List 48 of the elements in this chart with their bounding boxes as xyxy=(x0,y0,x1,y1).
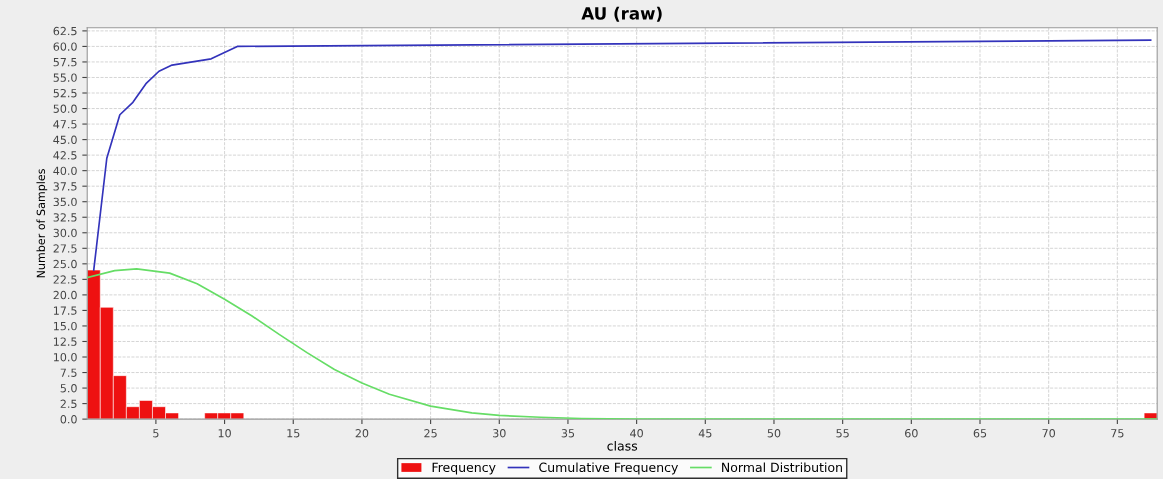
y-tick-label: 25.0 xyxy=(53,259,77,269)
y-tick-label: 62.5 xyxy=(53,26,77,36)
y-tick-label: 17.5 xyxy=(53,306,77,315)
x-tick-label: 75 xyxy=(1111,429,1124,438)
y-tick-label: 5.0 xyxy=(60,384,77,393)
legend-label: Frequency xyxy=(432,462,496,475)
x-tick-label: 60 xyxy=(905,429,918,438)
x-tick-label: 65 xyxy=(973,429,987,438)
y-tick-label: 37.5 xyxy=(53,182,77,191)
y-tick-label: 45.0 xyxy=(53,135,77,144)
x-tick-label: 35 xyxy=(561,429,575,438)
y-tick-label: 2.5 xyxy=(60,399,77,408)
x-tick-label: 70 xyxy=(1042,429,1056,438)
y-tick-label: 52.5 xyxy=(53,88,77,98)
chart-title: AU (raw) xyxy=(581,6,662,22)
legend-label: Normal Distribution xyxy=(722,462,842,473)
y-tick-label: 10.0 xyxy=(53,352,77,362)
y-tick-label: 30.0 xyxy=(53,228,77,238)
y-tick-label: 55.0 xyxy=(53,73,77,82)
y-tick-label: 60.0 xyxy=(53,42,77,51)
x-tick-label: 5 xyxy=(153,429,159,438)
y-tick-label: 32.5 xyxy=(53,213,77,222)
y-tick-label: 50.0 xyxy=(53,104,77,113)
y-tick-label: 57.5 xyxy=(53,58,77,67)
y-tick-label: 42.5 xyxy=(53,151,77,160)
x-axis-title: class xyxy=(607,440,638,451)
y-tick-label: 0.0 xyxy=(60,415,77,424)
y-tick-label: 35.0 xyxy=(53,197,77,207)
y-tick-label: 22.5 xyxy=(53,275,77,284)
x-tick-label: 50 xyxy=(767,429,781,438)
y-tick-label: 7.5 xyxy=(60,368,77,377)
legend-label: Cumulative Frequency xyxy=(539,462,678,475)
x-tick-label: 10 xyxy=(218,429,231,438)
x-tick-label: 55 xyxy=(836,429,849,438)
y-tick-label: 47.5 xyxy=(53,120,77,129)
x-tick-label: 25 xyxy=(424,429,437,438)
y-tick-label: 40.0 xyxy=(53,166,77,176)
x-tick-label: 45 xyxy=(698,429,712,438)
x-tick-label: 20 xyxy=(355,429,369,438)
y-tick-label: 27.5 xyxy=(53,244,77,253)
line-series xyxy=(92,39,1152,271)
x-tick-label: 40 xyxy=(630,429,643,438)
y-tick-label: 15.0 xyxy=(53,321,77,331)
y-tick-label: 20.0 xyxy=(53,290,77,300)
y-tick-label: 12.5 xyxy=(53,337,77,346)
y-axis-title: Number of Samples xyxy=(36,169,48,278)
x-tick-label: 15 xyxy=(287,429,300,438)
x-tick-label: 30 xyxy=(493,429,506,438)
